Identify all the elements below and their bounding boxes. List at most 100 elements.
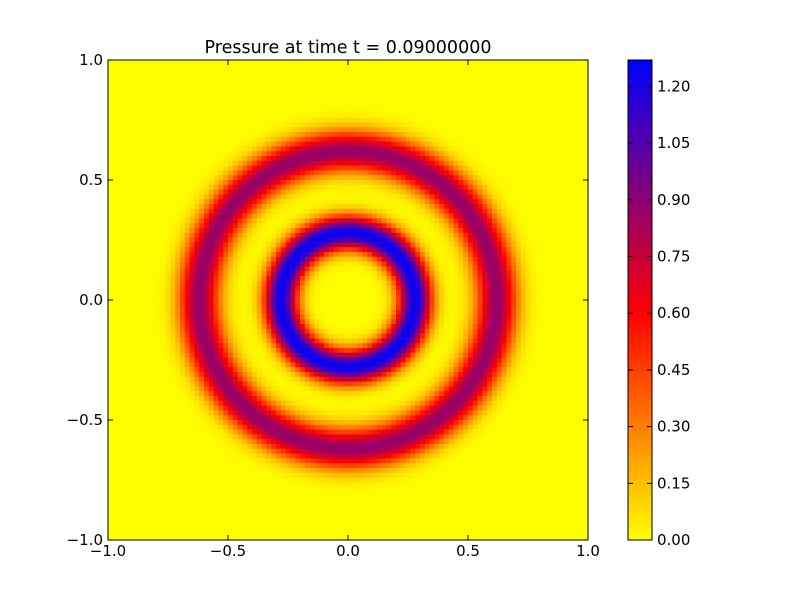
heatmap-cell bbox=[314, 93, 320, 99]
heatmap-cell bbox=[501, 170, 507, 176]
heatmap-cell bbox=[549, 295, 555, 301]
heatmap-cell bbox=[175, 88, 181, 94]
heatmap-cell bbox=[367, 218, 373, 224]
heatmap-cell bbox=[261, 93, 267, 99]
heatmap-cell bbox=[237, 256, 243, 262]
heatmap-cell bbox=[492, 218, 498, 224]
heatmap-cell bbox=[444, 256, 450, 262]
heatmap-cell bbox=[112, 271, 118, 277]
heatmap-cell bbox=[156, 280, 162, 286]
heatmap-cell bbox=[559, 184, 565, 190]
heatmap-cell bbox=[468, 232, 474, 238]
heatmap-cell bbox=[199, 223, 205, 229]
heatmap-cell bbox=[439, 223, 445, 229]
heatmap-cell bbox=[204, 60, 210, 66]
heatmap-cell bbox=[333, 108, 339, 114]
heatmap-cell bbox=[453, 208, 459, 214]
heatmap-cell bbox=[535, 117, 541, 123]
heatmap-cell bbox=[506, 247, 512, 253]
heatmap-cell bbox=[170, 285, 176, 291]
heatmap-cell bbox=[156, 98, 162, 104]
heatmap-cell bbox=[405, 74, 411, 80]
heatmap-cell bbox=[319, 112, 325, 118]
heatmap-cell bbox=[314, 228, 320, 234]
heatmap-cell bbox=[420, 189, 426, 195]
heatmap-cell bbox=[439, 194, 445, 200]
heatmap-cell bbox=[328, 204, 334, 210]
heatmap-cell bbox=[444, 170, 450, 176]
heatmap-cell bbox=[578, 127, 584, 133]
heatmap-cell bbox=[280, 136, 286, 142]
heatmap-cell bbox=[304, 136, 310, 142]
heatmap-cell bbox=[386, 127, 392, 133]
heatmap-cell bbox=[237, 199, 243, 205]
heatmap-cell bbox=[189, 141, 195, 147]
heatmap-cell bbox=[511, 112, 517, 118]
heatmap-cell bbox=[170, 74, 176, 80]
heatmap-cell bbox=[228, 136, 234, 142]
heatmap-cell bbox=[132, 290, 138, 296]
heatmap-cell bbox=[540, 132, 546, 138]
heatmap-cell bbox=[280, 117, 286, 123]
heatmap-cell bbox=[496, 160, 502, 166]
heatmap-cell bbox=[352, 189, 358, 195]
heatmap-cell bbox=[458, 160, 464, 166]
heatmap-cell bbox=[338, 160, 344, 166]
heatmap-cell bbox=[554, 290, 560, 296]
heatmap-cell bbox=[285, 237, 291, 243]
heatmap-cell bbox=[165, 151, 171, 157]
heatmap-cell bbox=[549, 208, 555, 214]
heatmap-cell bbox=[376, 184, 382, 190]
heatmap-cell bbox=[199, 74, 205, 80]
heatmap-cell bbox=[232, 146, 238, 152]
heatmap-cell bbox=[252, 290, 258, 296]
heatmap-cell bbox=[439, 184, 445, 190]
heatmap-cell bbox=[424, 93, 430, 99]
heatmap-cell bbox=[458, 199, 464, 205]
heatmap-cell bbox=[184, 117, 190, 123]
heatmap-cell bbox=[300, 74, 306, 80]
heatmap-cell bbox=[506, 160, 512, 166]
heatmap-cell bbox=[146, 184, 152, 190]
heatmap-cell bbox=[386, 165, 392, 171]
heatmap-cell bbox=[544, 247, 550, 253]
heatmap-cell bbox=[429, 156, 435, 162]
heatmap-cell bbox=[559, 261, 565, 267]
heatmap-cell bbox=[122, 232, 128, 238]
heatmap-cell bbox=[540, 170, 546, 176]
heatmap-cell bbox=[127, 247, 133, 253]
heatmap-cell bbox=[247, 204, 253, 210]
heatmap-cell bbox=[496, 156, 502, 162]
heatmap-cell bbox=[276, 261, 282, 267]
heatmap-cell bbox=[228, 204, 234, 210]
heatmap-cell bbox=[117, 208, 123, 214]
heatmap-cell bbox=[184, 74, 190, 80]
heatmap-cell bbox=[175, 252, 181, 258]
heatmap-cell bbox=[261, 108, 267, 114]
heatmap-cell bbox=[204, 276, 210, 282]
heatmap-cell bbox=[184, 112, 190, 118]
heatmap-cell bbox=[261, 194, 267, 200]
heatmap-cell bbox=[544, 88, 550, 94]
heatmap-cell bbox=[482, 223, 488, 229]
heatmap-cell bbox=[348, 237, 354, 243]
heatmap-cell bbox=[160, 141, 166, 147]
heatmap-cell bbox=[304, 103, 310, 109]
heatmap-cell bbox=[482, 117, 488, 123]
heatmap-cell bbox=[487, 132, 493, 138]
heatmap-cell bbox=[232, 160, 238, 166]
heatmap-cell bbox=[261, 84, 267, 90]
heatmap-cell bbox=[352, 156, 358, 162]
heatmap-cell bbox=[477, 112, 483, 118]
heatmap-cell bbox=[525, 74, 531, 80]
heatmap-cell bbox=[559, 228, 565, 234]
heatmap-cell bbox=[232, 285, 238, 291]
heatmap-cell bbox=[319, 79, 325, 85]
heatmap-cell bbox=[309, 242, 315, 248]
heatmap-cell bbox=[472, 256, 478, 262]
heatmap-cell bbox=[160, 170, 166, 176]
heatmap-cell bbox=[496, 228, 502, 234]
heatmap-cell bbox=[228, 103, 234, 109]
heatmap-cell bbox=[304, 170, 310, 176]
heatmap-cell bbox=[448, 79, 454, 85]
